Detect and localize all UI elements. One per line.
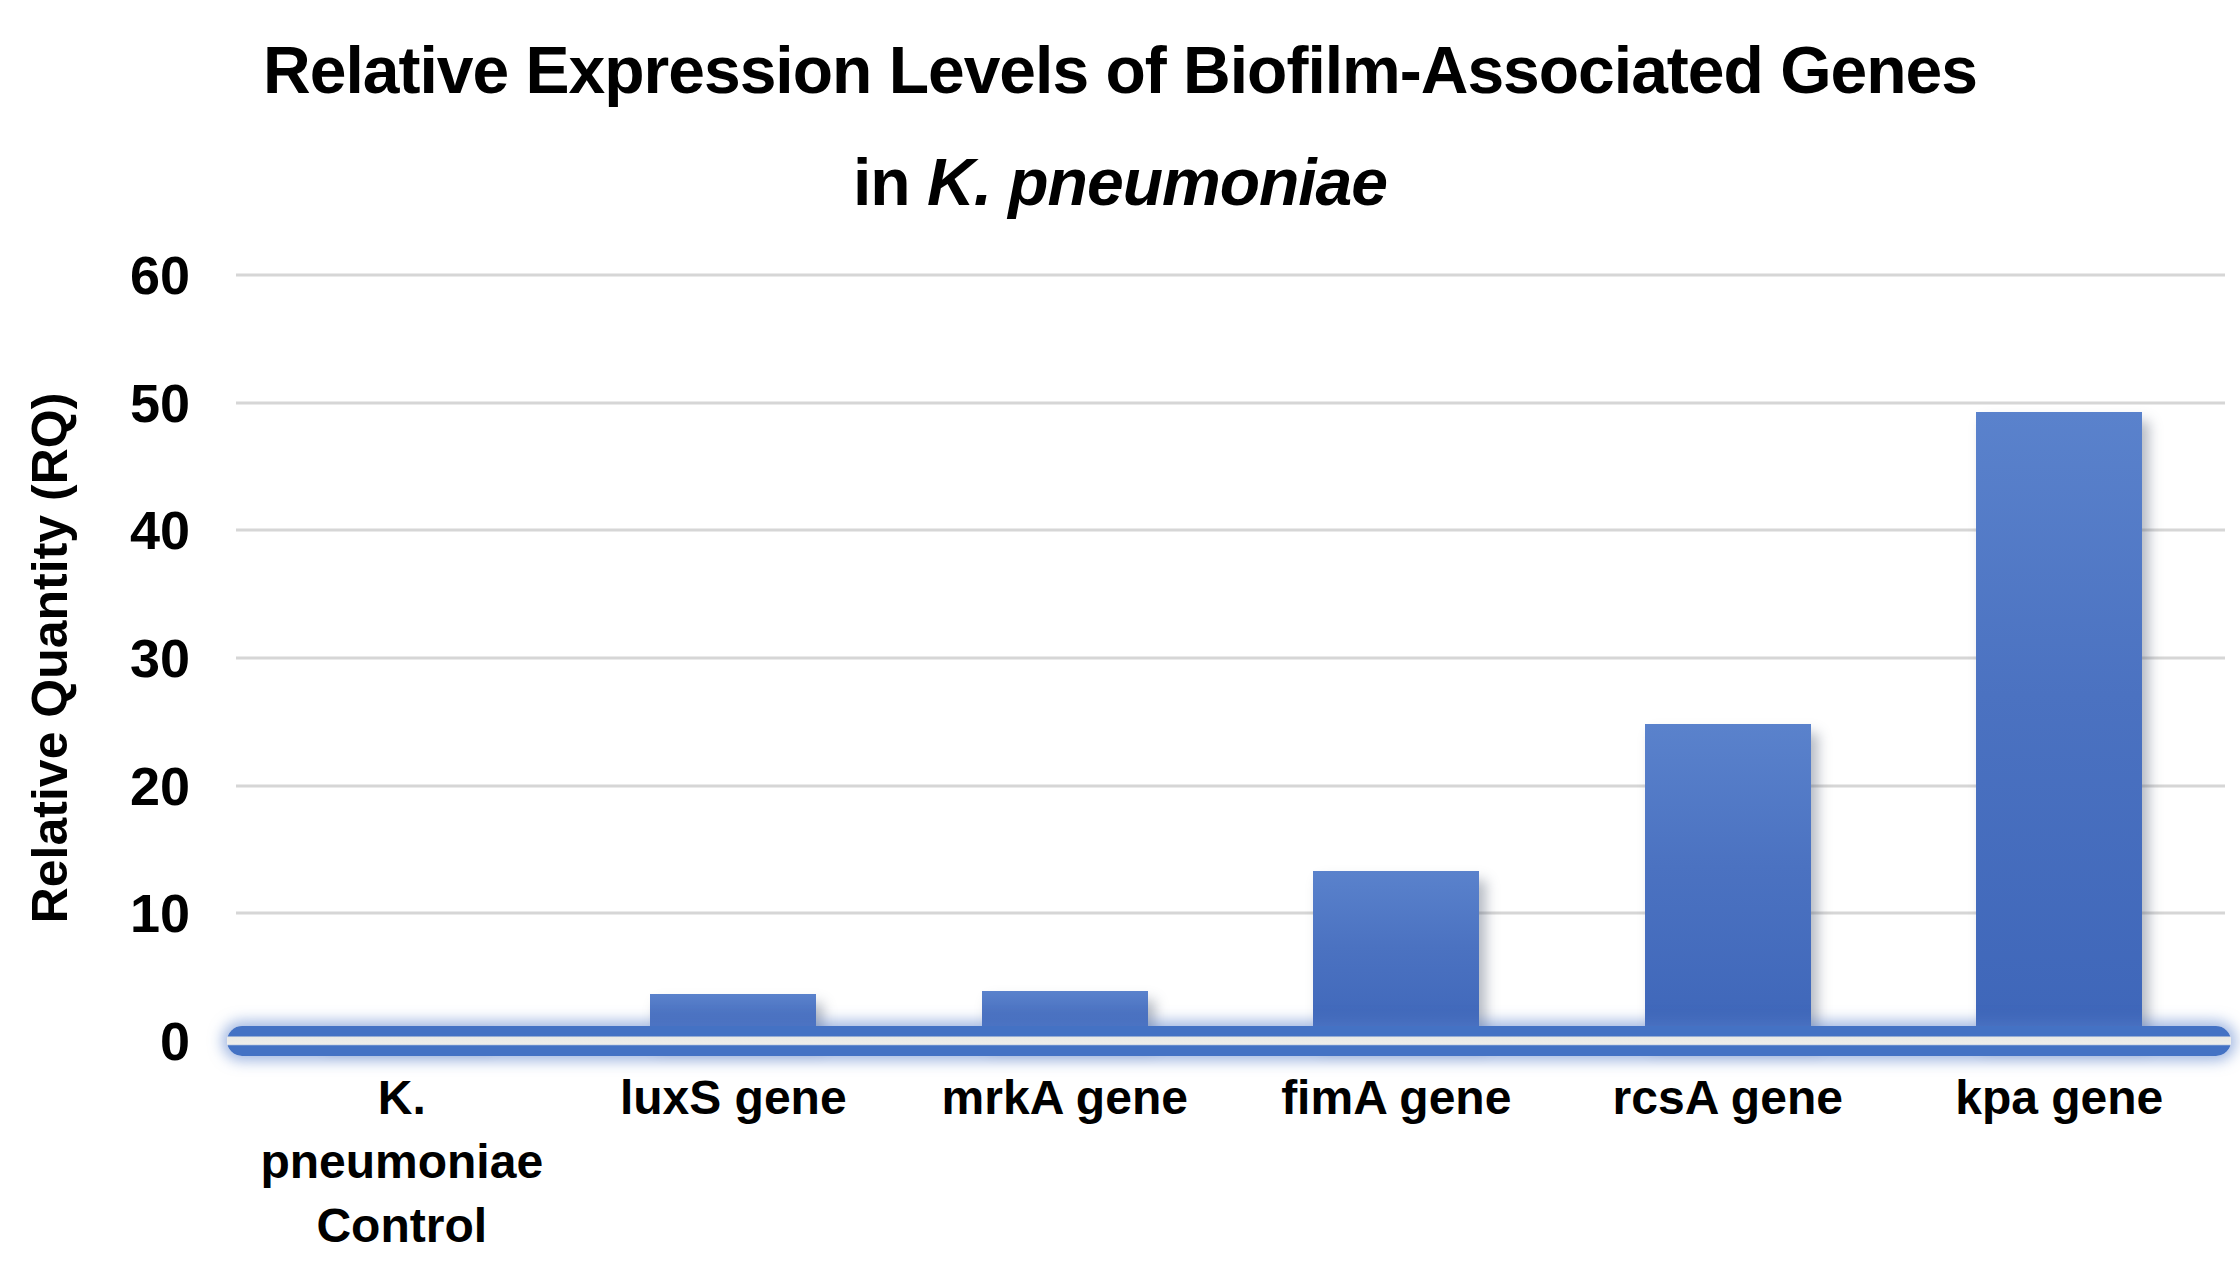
bar-slot-kpa-gene: [1894, 275, 2226, 1041]
y-tick-label-40: 40: [78, 501, 190, 559]
x-label-mrka-gene: mrkA gene: [899, 1066, 1231, 1130]
bar-kpa-gene: [1976, 412, 2142, 1041]
bar-slot-rcsa-gene: [1562, 275, 1894, 1041]
x-label-k-pneumoniae-control: K. pneumoniae Control: [236, 1066, 568, 1258]
chart-title-line2-prefix: in: [853, 145, 927, 219]
y-tick-label-60: 60: [78, 246, 190, 304]
x-label-rcsa-gene: rcsA gene: [1562, 1066, 1894, 1130]
x-axis-category-labels: K. pneumoniae ControlluxS genemrkA genef…: [236, 1066, 2225, 1266]
bar-slot-luxs-gene: [568, 275, 900, 1041]
y-axis-tick-labels: 0102030405060: [78, 275, 190, 1041]
y-tick-label-20: 20: [78, 757, 190, 815]
bar-rcsa-gene: [1645, 724, 1811, 1041]
y-tick-label-0: 0: [78, 1012, 190, 1070]
y-axis-title: Relative Quantity (RQ): [20, 276, 80, 1040]
chart-title-line2-species: K. pneumoniae: [927, 145, 1387, 219]
chart-title-line1: Relative Expression Levels of Biofilm-As…: [0, 14, 2240, 126]
bar-fima-gene: [1313, 871, 1479, 1041]
bar-slot-fima-gene: [1231, 275, 1563, 1041]
x-label-fima-gene: fimA gene: [1231, 1066, 1563, 1130]
x-axis-line: [227, 1026, 2231, 1056]
x-label-kpa-gene: kpa gene: [1894, 1066, 2226, 1130]
chart-title-line2: in K. pneumoniae: [0, 126, 2240, 238]
bar-slot-k-pneumoniae-control: [236, 275, 568, 1041]
x-label-luxs-gene: luxS gene: [568, 1066, 900, 1130]
chart-title: Relative Expression Levels of Biofilm-As…: [0, 14, 2240, 238]
y-tick-label-30: 30: [78, 629, 190, 687]
y-tick-label-10: 10: [78, 884, 190, 942]
y-tick-label-50: 50: [78, 374, 190, 432]
plot-area: [236, 275, 2225, 1041]
bar-slot-mrka-gene: [899, 275, 1231, 1041]
bar-chart: Relative Expression Levels of Biofilm-As…: [0, 0, 2240, 1278]
